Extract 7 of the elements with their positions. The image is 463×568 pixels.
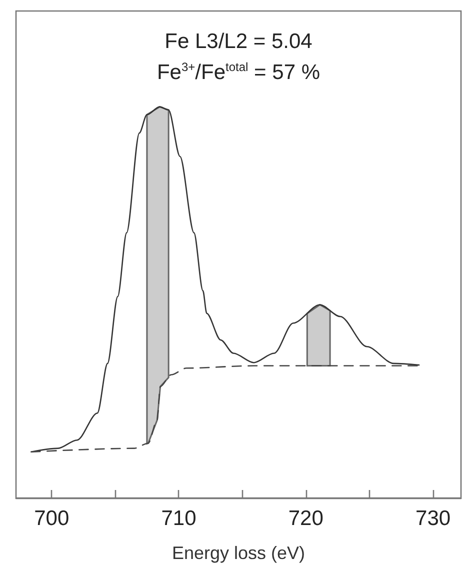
x-tick-label: 730 [416, 507, 451, 530]
x-axis-title: Energy loss (eV) [172, 543, 306, 563]
x-tick-label: 720 [288, 507, 324, 530]
text: Fe L3/L2 = 5.04 [164, 30, 314, 54]
x-tick-label: 710 [161, 507, 196, 530]
text: Fe$^{3+}$/Fe$^{total}$ = 57 % [156, 60, 322, 85]
x-tick-label: 700 [34, 507, 70, 530]
